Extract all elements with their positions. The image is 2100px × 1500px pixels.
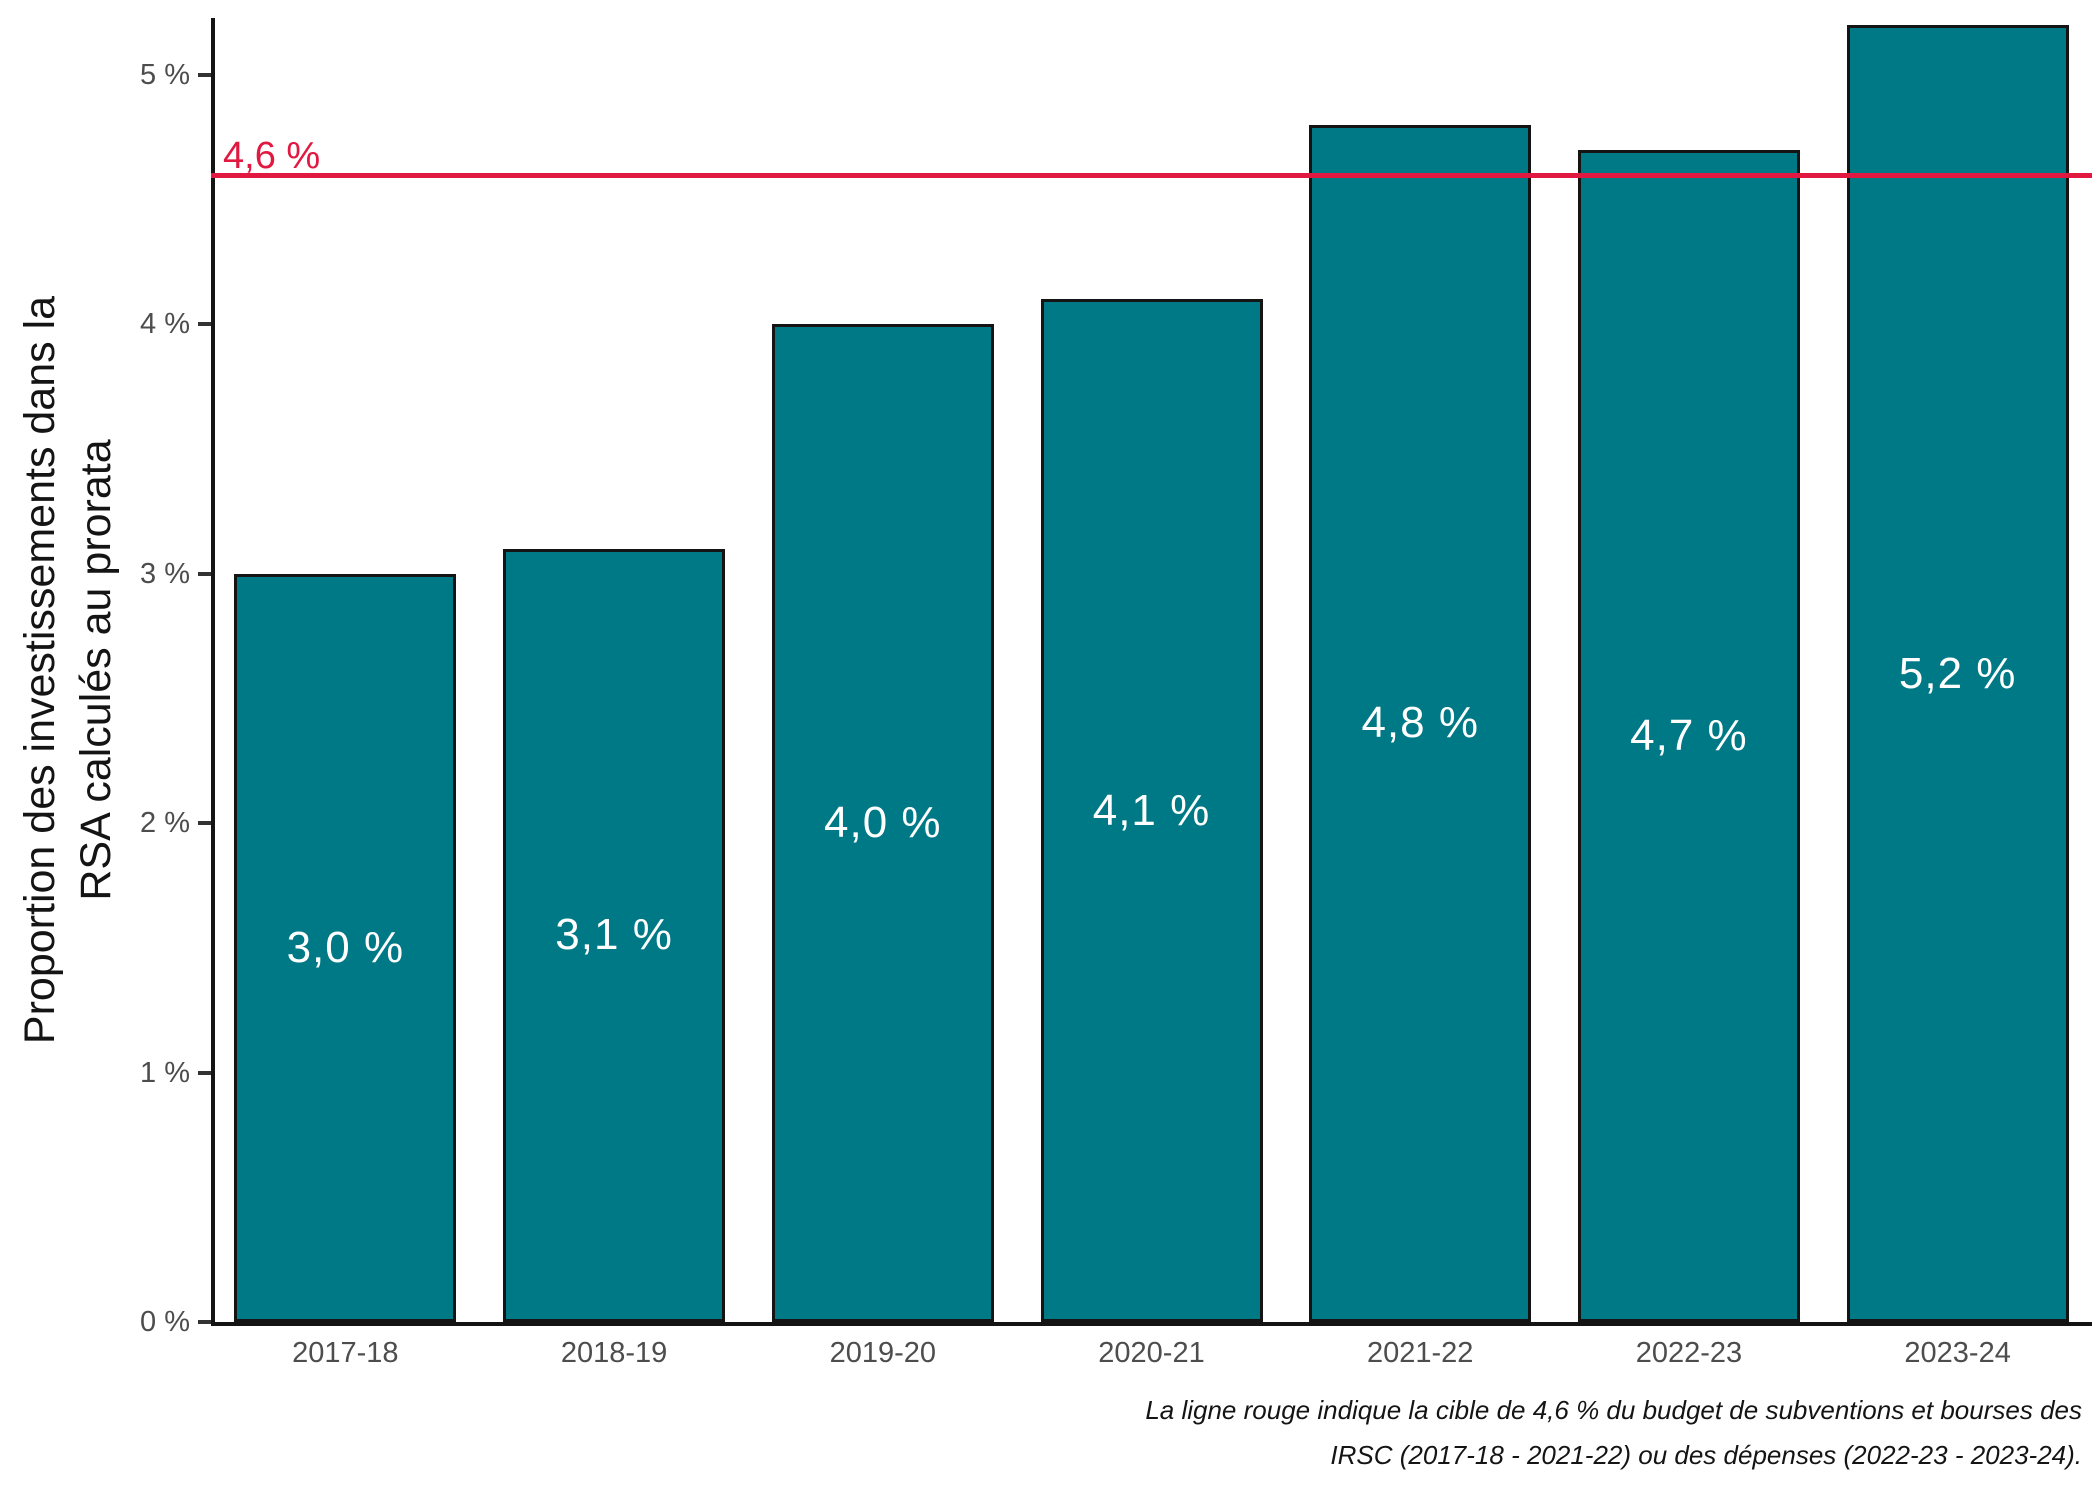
y-axis-title-line-2: RSA calculés au prorata	[72, 439, 120, 901]
y-tick-mark	[198, 73, 211, 77]
y-axis-title-line-1: Proportion des investissements dans la	[16, 295, 64, 1045]
bar: 3,0 %	[234, 573, 457, 1322]
y-tick-label: 2 %	[140, 807, 190, 840]
caption-line-2: IRSC (2017-18 - 2021-22) ou des dépenses…	[1330, 1440, 2082, 1470]
bar: 4,1 %	[1040, 299, 1263, 1322]
bar-value-label: 3,1 %	[555, 910, 673, 960]
x-tick-label: 2017-18	[292, 1337, 399, 1369]
x-axis-line	[211, 1322, 2092, 1326]
y-tick-mark	[198, 1070, 211, 1075]
caption-line-1: La ligne rouge indique la cible de 4,6 %…	[1145, 1395, 2082, 1425]
y-tick-label: 4 %	[140, 308, 190, 341]
y-tick-label: 5 %	[140, 59, 190, 91]
bar: 3,1 %	[503, 548, 726, 1322]
y-axis-line	[211, 18, 215, 1326]
x-tick-label: 2018-19	[560, 1337, 668, 1369]
y-tick-mark	[198, 322, 211, 327]
y-axis-title: Proportion des investissements dans la R…	[12, 296, 124, 1044]
bar: 5,2 %	[1846, 25, 2069, 1322]
bar-value-label: 4,7 %	[1630, 710, 1748, 760]
bar-value-label: 3,0 %	[286, 922, 405, 972]
x-tick-label: 2021-22	[1366, 1337, 1474, 1369]
bar-value-label: 4,0 %	[824, 798, 942, 848]
bar-value-label: 4,1 %	[1092, 785, 1211, 835]
target-line	[211, 172, 2092, 178]
x-tick-label: 2020-21	[1098, 1337, 1205, 1369]
chart-caption: La ligne rouge indique la cible de 4,6 %…	[1145, 1388, 2082, 1478]
bar: 4,0 %	[771, 324, 994, 1322]
bar-value-label: 5,2 %	[1898, 648, 2017, 698]
y-tick-label: 1 %	[140, 1056, 190, 1089]
y-tick-mark	[198, 571, 211, 576]
bar-value-label: 4,8 %	[1361, 698, 1479, 748]
y-tick-label: 0 %	[140, 1306, 190, 1338]
x-tick-label: 2019-20	[829, 1337, 936, 1369]
bar: 4,7 %	[1577, 149, 1800, 1322]
bar: 4,8 %	[1309, 124, 1532, 1322]
target-label: 4,6 %	[223, 134, 321, 177]
y-tick-mark	[198, 1320, 211, 1324]
y-tick-label: 3 %	[140, 557, 190, 590]
y-tick-mark	[198, 821, 211, 826]
x-tick-label: 2023-24	[1904, 1337, 2011, 1369]
x-tick-label: 2022-23	[1635, 1337, 1743, 1369]
